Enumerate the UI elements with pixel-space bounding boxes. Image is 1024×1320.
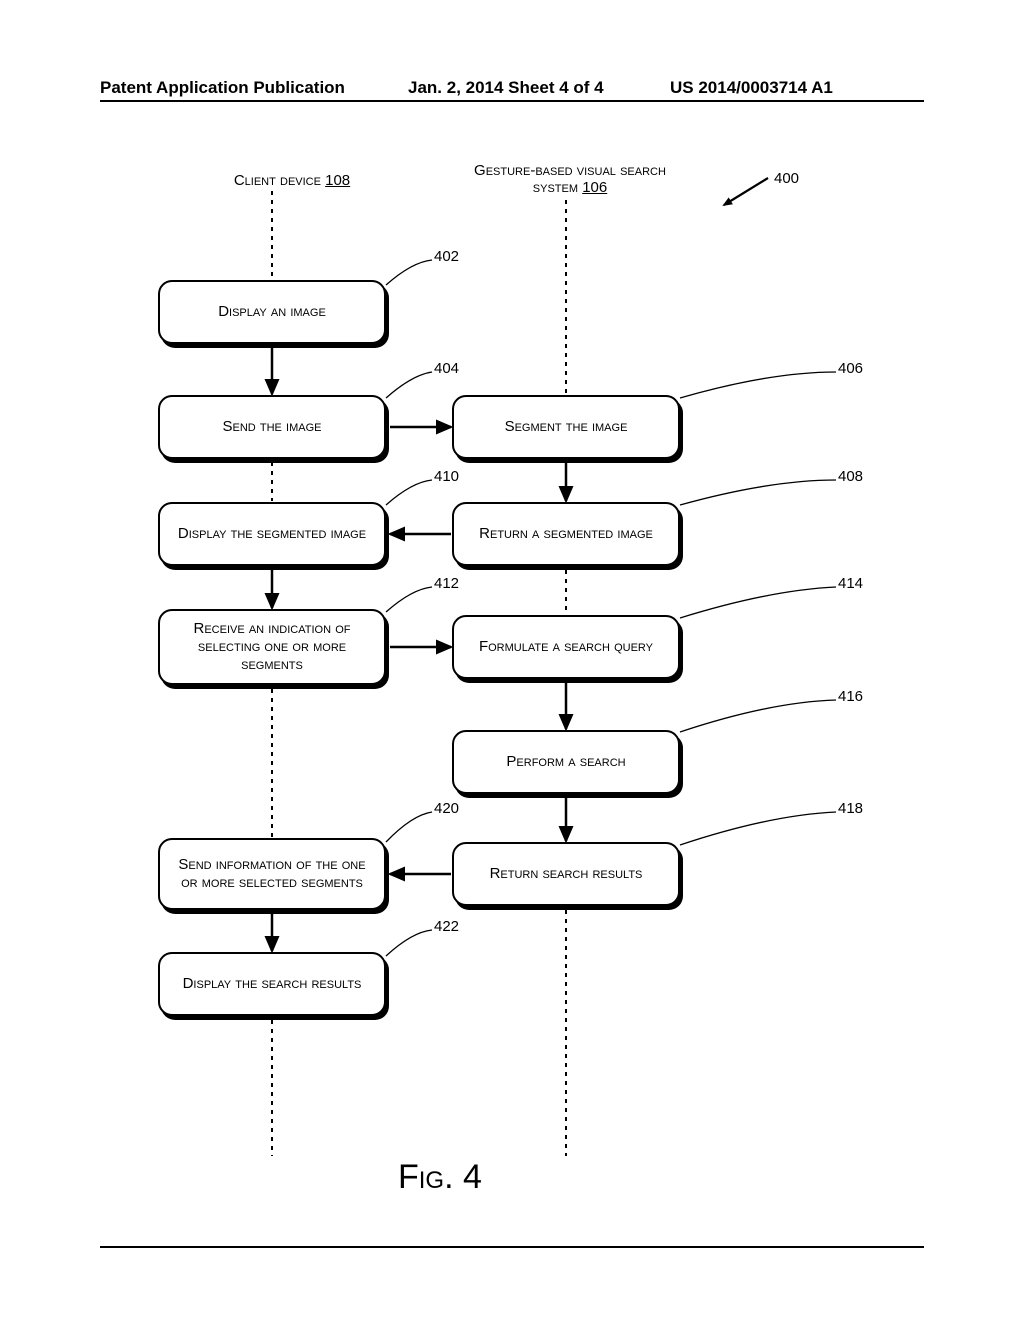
refnum-412: 412	[434, 575, 459, 592]
box-send-info: Send information of the one or more sele…	[158, 838, 386, 910]
patent-page: Patent Application Publication Jan. 2, 2…	[0, 0, 1024, 1320]
box-text: Perform a search	[506, 753, 625, 771]
box-segment-image: Segment the image	[452, 395, 680, 459]
refnum-406: 406	[838, 360, 863, 377]
refnum-404: 404	[434, 360, 459, 377]
box-receive-selection: Receive an indication of selecting one o…	[158, 609, 386, 685]
box-send-image: Send the image	[158, 395, 386, 459]
refnum-422: 422	[434, 918, 459, 935]
refnum-416: 416	[838, 688, 863, 705]
refnum-400: 400	[774, 170, 799, 187]
box-text: Send the image	[222, 418, 321, 436]
refnum-414: 414	[838, 575, 863, 592]
box-display-results: Display the search results	[158, 952, 386, 1016]
box-text: Receive an indication of selecting one o…	[170, 620, 374, 674]
box-text: Segment the image	[505, 418, 628, 436]
refnum-418: 418	[838, 800, 863, 817]
box-return-segmented: Return a segmented image	[452, 502, 680, 566]
box-perform-search: Perform a search	[452, 730, 680, 794]
box-text: Display an image	[218, 303, 326, 321]
box-text: Return a segmented image	[479, 525, 653, 543]
box-text: Send information of the one or more sele…	[170, 856, 374, 892]
box-display-segmented: Display the segmented image	[158, 502, 386, 566]
box-text: Display the search results	[183, 975, 362, 993]
refnum-420: 420	[434, 800, 459, 817]
refnum-410: 410	[434, 468, 459, 485]
box-display-image: Display an image	[158, 280, 386, 344]
box-text: Return search results	[490, 865, 643, 883]
box-formulate-query: Formulate a search query	[452, 615, 680, 679]
refnum-408: 408	[838, 468, 863, 485]
figure-label: Fig. 4	[398, 1158, 482, 1197]
box-text: Display the segmented image	[178, 525, 366, 543]
box-text: Formulate a search query	[479, 638, 653, 656]
box-return-results: Return search results	[452, 842, 680, 906]
refnum-402: 402	[434, 248, 459, 265]
